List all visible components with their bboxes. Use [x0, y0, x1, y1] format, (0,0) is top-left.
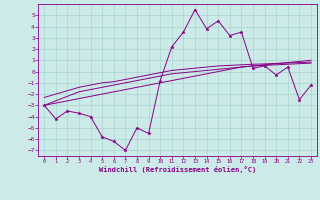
X-axis label: Windchill (Refroidissement éolien,°C): Windchill (Refroidissement éolien,°C): [99, 166, 256, 173]
